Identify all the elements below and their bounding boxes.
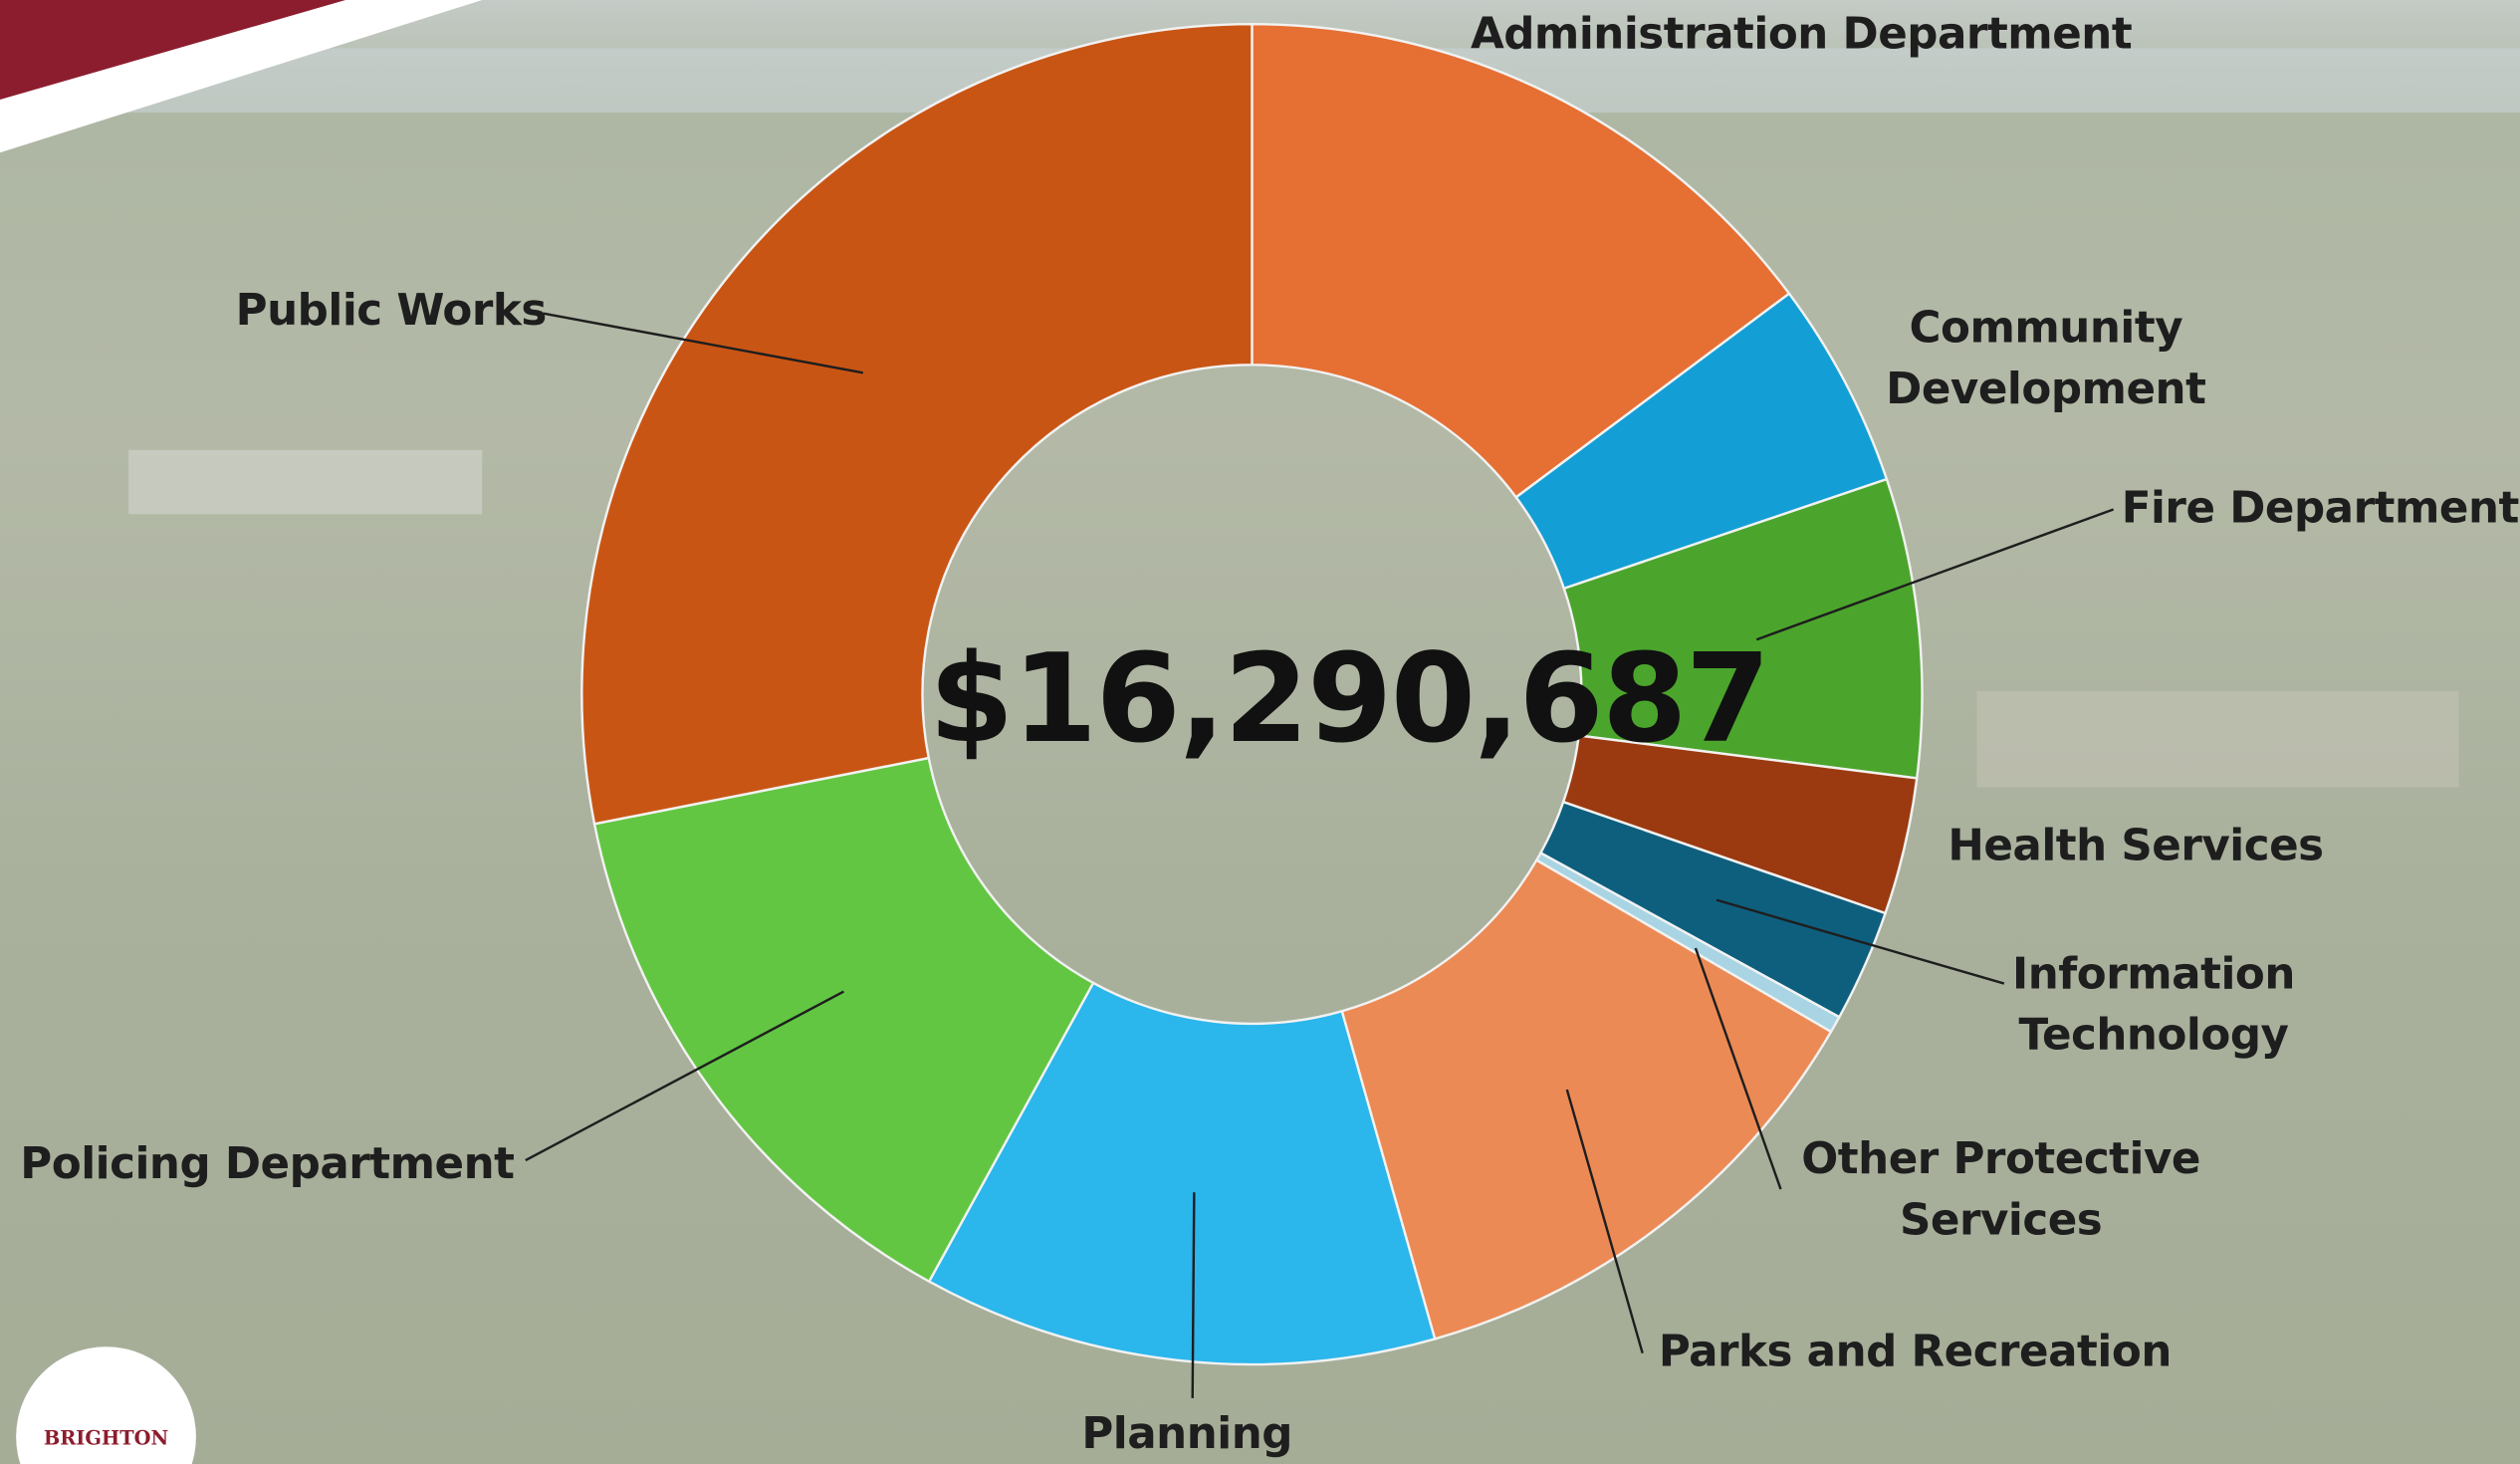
slice-label: Policing Department xyxy=(20,1134,514,1195)
background-building xyxy=(128,450,482,515)
slice-label: Planning xyxy=(1081,1404,1292,1464)
slide: $16,290,687 BRIGHTON Administration Depa… xyxy=(0,0,2520,1464)
total-amount: $16,290,687 xyxy=(929,618,1572,779)
slice-label: Administration Department xyxy=(1471,5,2132,66)
page: $16,290,687 BRIGHTON Administration Depa… xyxy=(0,0,2520,1464)
slice-label: Other Protective Services xyxy=(1776,1129,2226,1252)
slice-label: Health Services xyxy=(1947,817,2323,877)
slice-label: Parks and Recreation xyxy=(1659,1323,2172,1383)
background-building xyxy=(1976,691,2458,788)
slice-label: Community Development xyxy=(1837,299,2255,421)
logo-text: BRIGHTON xyxy=(16,1427,196,1450)
slice-label: Public Works xyxy=(236,281,547,342)
leader-line xyxy=(1193,1192,1195,1398)
slice-label: Fire Department xyxy=(2122,479,2519,540)
slice-label: Information Technology xyxy=(1945,945,2363,1068)
